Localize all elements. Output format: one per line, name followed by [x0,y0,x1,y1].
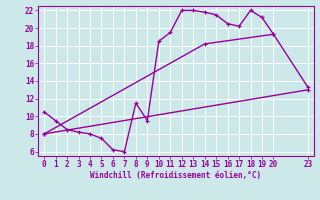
X-axis label: Windchill (Refroidissement éolien,°C): Windchill (Refroidissement éolien,°C) [91,171,261,180]
